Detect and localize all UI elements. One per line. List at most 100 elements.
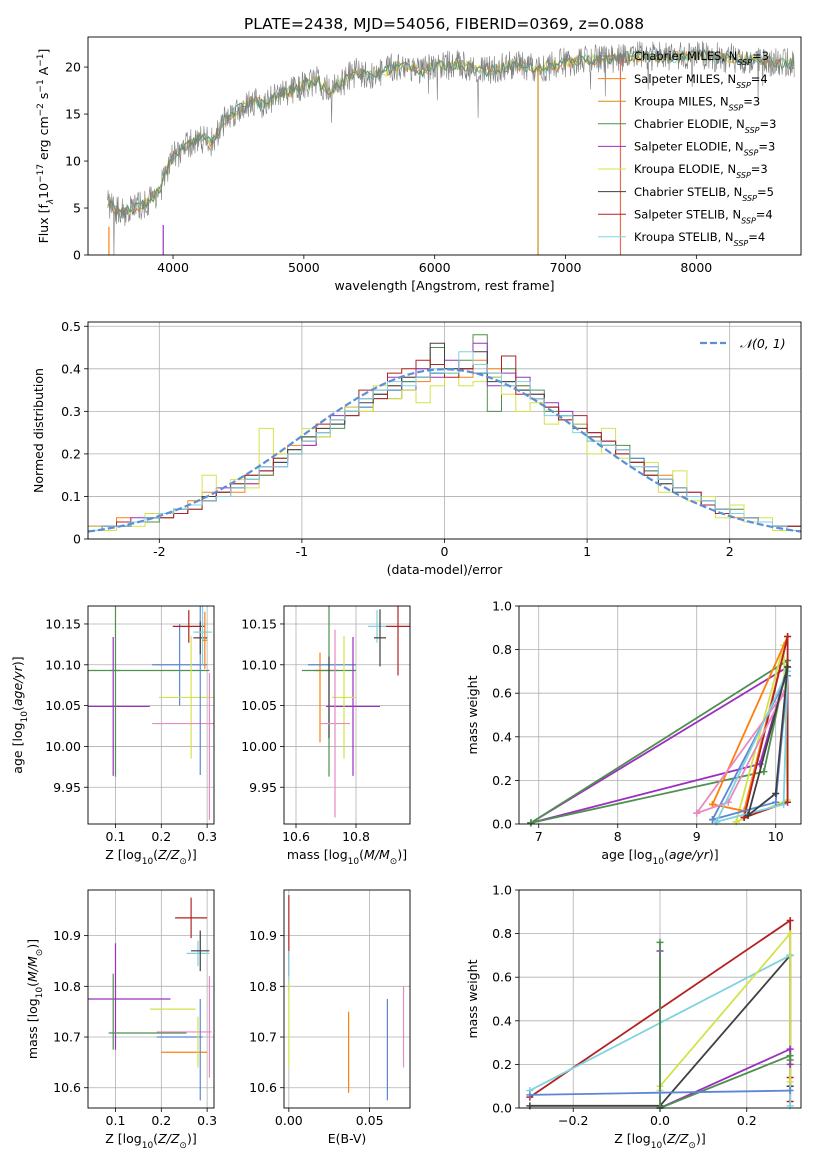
weight-point-marker [527, 819, 535, 827]
errorbar-point [191, 930, 210, 972]
axes-spectrum: 4000 5000 6000 7000 8000 0 5 10 15 20 [65, 60, 712, 275]
y-tick-label: 0.8 [492, 642, 512, 657]
legend-label: Salpeter ELODIE, NSSP=3 [634, 140, 775, 158]
weight-series-line [695, 692, 785, 814]
weight-point-marker [786, 930, 794, 938]
legend-label: Chabrier STELIB, NSSP=5 [634, 185, 774, 203]
errorbar-point [152, 623, 208, 706]
x-tick-label: 8 [614, 829, 622, 844]
y-axis-label: Flux [fλ10−17 erg cm−2 s−1 A−1] [36, 49, 56, 244]
x-tick-label: −0.2 [558, 1113, 588, 1128]
y-tick-label: 10.6 [249, 1080, 277, 1095]
x-tick-label: 9 [693, 829, 701, 844]
x-tick-label: 0.3 [197, 829, 217, 844]
age_weight-frame [518, 605, 802, 825]
weight-series-line [711, 675, 789, 821]
y-tick-label: 10.7 [53, 1030, 81, 1045]
y-tick-label: 9.95 [53, 780, 81, 795]
x-tick-label: 8000 [680, 260, 712, 275]
y-tick-label: 0.1 [61, 489, 81, 504]
x-axis-label: wavelength [Angstrom, rest frame] [334, 278, 554, 293]
weight-point-marker [780, 800, 788, 808]
weight-point-marker [786, 1078, 794, 1086]
ebv_mass-frame [283, 889, 411, 1109]
weight-point-marker [693, 809, 701, 817]
x-axis-label: Z [log10(Z/Z⊙)] [614, 1131, 705, 1151]
y-tick-label: 0.0 [492, 817, 512, 832]
y-tick-label: 0 [73, 248, 81, 263]
y-tick-label: 10.8 [53, 979, 81, 994]
legend-label: Kroupa ELODIE, NSSP=3 [634, 162, 768, 180]
errorbar-point [320, 629, 350, 818]
mass_age-frame [283, 605, 411, 825]
y-tick-label: 0.2 [492, 773, 512, 788]
x-axis-label: (data-model)/error [387, 562, 504, 577]
axes-z_age: 0.1 0.2 0.3 9.95 10.00 10.05 10.10 10.15 [45, 606, 217, 844]
weight-lines [526, 917, 794, 1112]
y-tick-label: 15 [65, 107, 81, 122]
errorbar-point [326, 637, 380, 776]
y-tick-label: 10.15 [45, 616, 81, 631]
y-tick-label: 10.7 [249, 1030, 277, 1045]
x-tick-label: 10 [768, 829, 784, 844]
model-spectrum-line [107, 48, 795, 217]
y-tick-label: 10.9 [249, 928, 277, 943]
z_mass-frame [87, 889, 215, 1109]
weight-series-line [747, 666, 789, 817]
legend-label: Kroupa MILES, NSSP=3 [634, 94, 760, 112]
errorbar-point [332, 636, 356, 759]
y-tick-label: 10.10 [45, 657, 81, 672]
y-tick-label: 1.0 [492, 883, 512, 898]
y-tick-label: 10.00 [45, 739, 81, 754]
y-tick-label: 0.2 [492, 1057, 512, 1072]
legend-label: Salpeter STELIB, NSSP=4 [634, 207, 773, 225]
errorbar-point [374, 609, 386, 667]
errorbar-point [175, 897, 208, 939]
legend-label: Kroupa STELIB, NSSP=4 [634, 230, 765, 248]
y-axis-label: age [log10(age/yr)] [10, 656, 30, 773]
y-tick-label: 0.6 [492, 686, 512, 701]
x-tick-label: 7000 [550, 260, 582, 275]
axes-z_mass: 0.1 0.2 0.3 10.6 10.7 10.8 10.9 [53, 890, 217, 1128]
y-tick-label: 0.2 [61, 446, 81, 461]
weight-point-marker [786, 1045, 794, 1053]
weight-series-line [530, 658, 789, 824]
weight-point-marker [786, 917, 794, 925]
y-tick-label: 10.15 [241, 616, 277, 631]
x-axis-label: age [log10(age/yr)] [601, 847, 718, 867]
y-tick-label: 10.05 [241, 698, 277, 713]
x-tick-label: -1 [296, 544, 308, 559]
y-tick-label: 20 [65, 60, 81, 75]
y-tick-label: 5 [73, 201, 81, 216]
y-tick-label: 0.4 [492, 1013, 512, 1028]
y-tick-label: 0 [73, 532, 81, 547]
x-axis-label: Z [log10(Z/Z⊙)] [105, 847, 196, 867]
errorbar-group [88, 897, 212, 1101]
y-tick-label: 10.8 [249, 979, 277, 994]
x-tick-label: 0.0 [650, 1113, 670, 1128]
x-tick-label: 0.3 [197, 1113, 217, 1128]
x-tick-label: 2 [726, 544, 734, 559]
x-tick-label: 0.2 [737, 1113, 757, 1128]
y-tick-label: 0.4 [61, 361, 81, 376]
weight-point-marker [656, 938, 664, 946]
spectrum-frame [87, 36, 802, 256]
x-tick-label: 0.00 [275, 1113, 303, 1128]
histogram-group [88, 334, 801, 539]
x-tick-label: 10.8 [342, 829, 370, 844]
axes-residuals: -2 -1 0 1 2 0 0.1 0.2 0.3 0.4 0.5 [61, 319, 801, 559]
weight-point-marker [656, 1089, 664, 1097]
normal-curve [88, 368, 801, 533]
axes-mass_age: 10.6 10.8 9.95 10.00 10.05 10.10 10.15 [241, 606, 410, 844]
weight-series-line [530, 665, 790, 824]
y-tick-label: 10.10 [241, 657, 277, 672]
x-tick-label: 4000 [157, 260, 189, 275]
x-tick-label: 0 [441, 544, 449, 559]
x-axis-label: E(B-V) [328, 1131, 367, 1146]
spectrum-lines [107, 40, 795, 255]
errorbar-point [193, 606, 212, 665]
x-tick-label: 5000 [288, 260, 320, 275]
y-tick-label: 10.6 [53, 1080, 81, 1095]
